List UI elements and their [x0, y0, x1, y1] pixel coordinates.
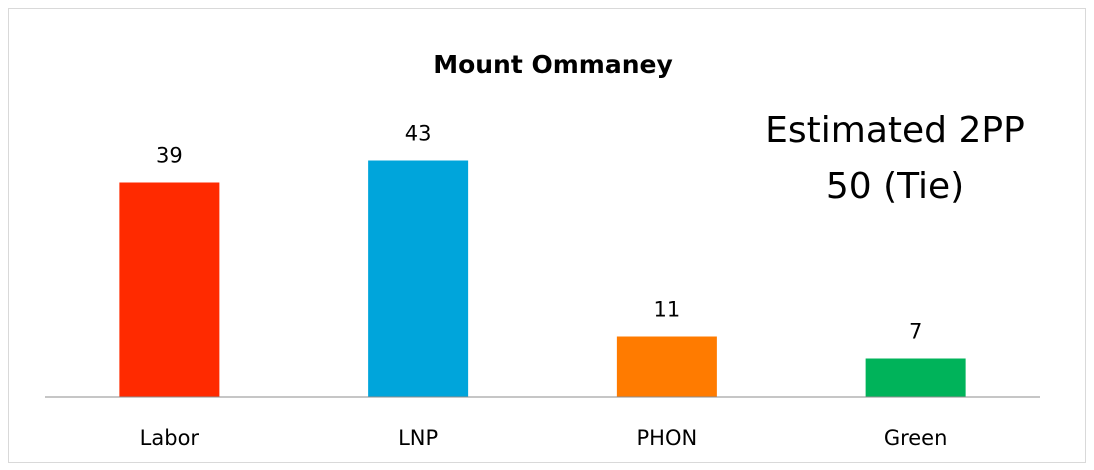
annotation: Estimated 2PP — [765, 110, 1025, 151]
chart-title: Mount Ommaney — [433, 50, 673, 79]
x-tick-label: LNP — [398, 426, 438, 450]
data-label: 39 — [156, 144, 183, 168]
x-tick-label: PHON — [637, 426, 698, 450]
bar — [368, 160, 469, 397]
data-label: 7 — [909, 320, 922, 344]
data-label: 11 — [654, 298, 681, 322]
data-label: 43 — [405, 122, 432, 146]
x-tick-label: Labor — [140, 426, 200, 450]
x-tick-label: Green — [884, 426, 948, 450]
bar — [865, 358, 966, 397]
bar — [616, 336, 717, 397]
annotation: 50 (Tie) — [826, 166, 964, 207]
bar — [119, 182, 220, 397]
